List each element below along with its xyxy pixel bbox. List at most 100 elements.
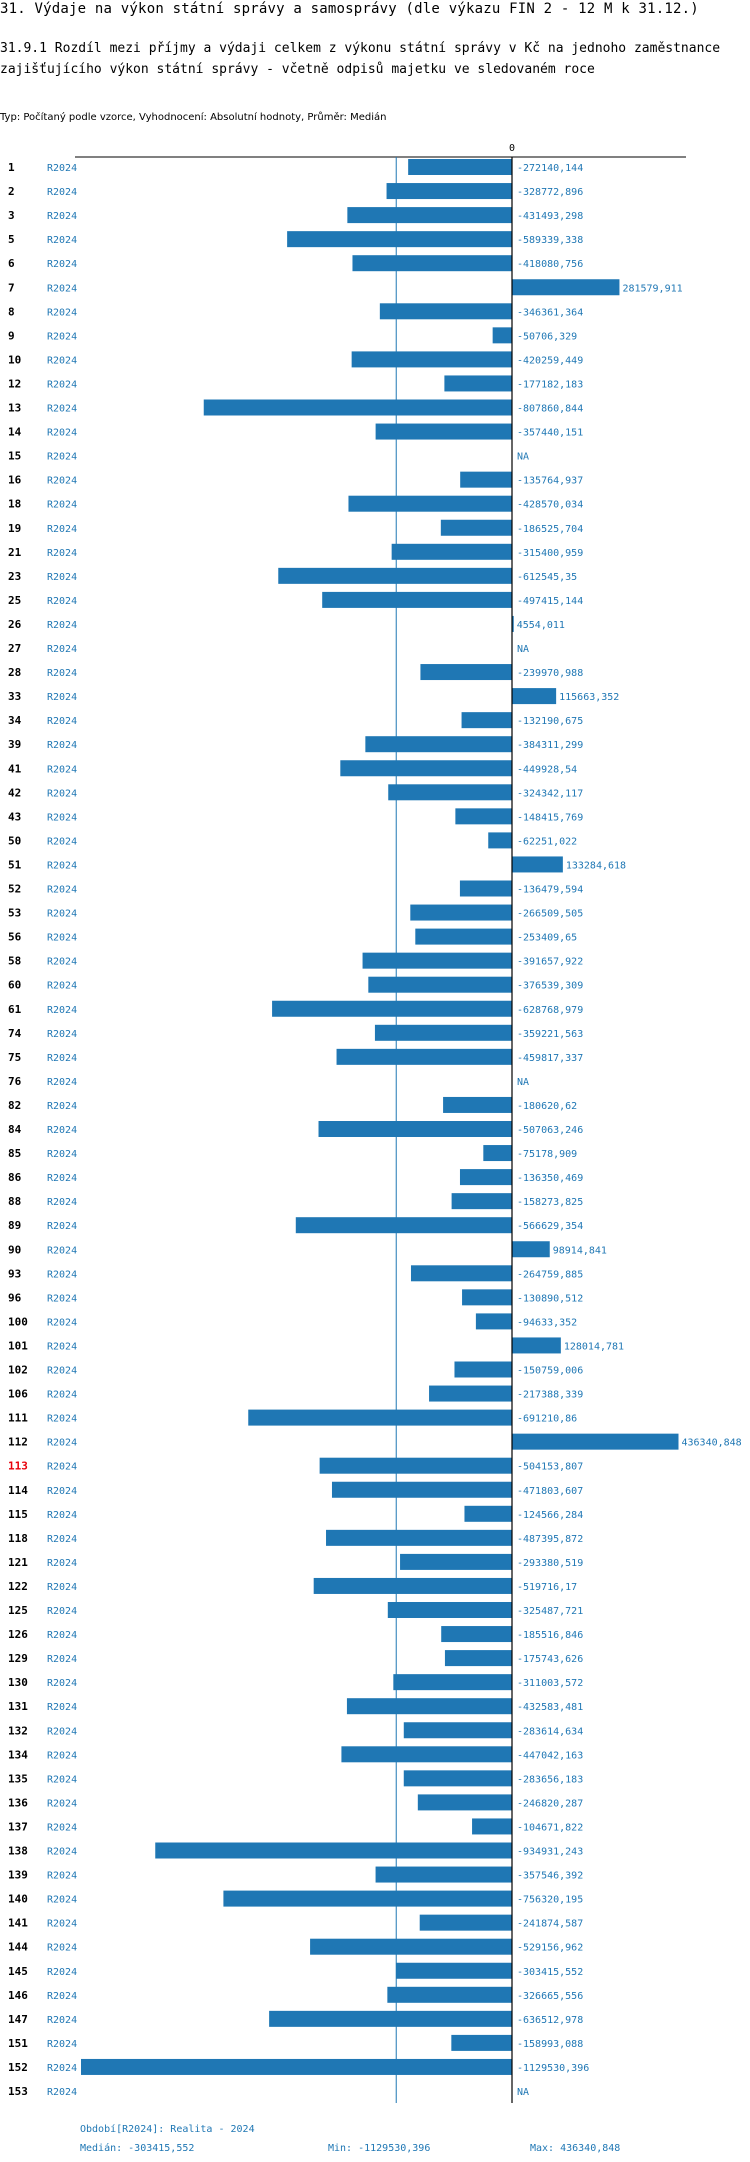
period-label: R2024 [47, 1053, 77, 1064]
bar [443, 1096, 512, 1113]
value-label: -180620,62 [517, 1101, 577, 1112]
row-label: 1 [8, 161, 15, 174]
row-label: 134 [8, 1748, 28, 1761]
row-label: 13 [8, 402, 21, 415]
value-label: -311003,572 [517, 1678, 583, 1689]
value-label: -428570,034 [517, 500, 583, 511]
period-label: R2024 [47, 957, 77, 968]
value-label: -391657,922 [517, 957, 583, 968]
period-label: R2024 [47, 548, 77, 559]
value-label: -283614,634 [517, 1726, 583, 1737]
value-label: -431493,298 [517, 211, 583, 222]
value-label: 98914,841 [553, 1245, 607, 1256]
row-label: 126 [8, 1628, 28, 1641]
value-label: -175743,626 [517, 1654, 583, 1665]
period-label: R2024 [47, 2063, 77, 2074]
period-label: R2024 [47, 428, 77, 439]
period-label: R2024 [47, 981, 77, 992]
value-label: -589339,338 [517, 235, 583, 246]
bar [287, 231, 512, 248]
bar [464, 1505, 512, 1522]
bar [483, 1145, 512, 1162]
bar [313, 1577, 512, 1594]
period-label: R2024 [47, 1630, 77, 1641]
value-label: -185516,846 [517, 1630, 583, 1641]
period-label: R2024 [47, 1822, 77, 1833]
period-label: R2024 [47, 1726, 77, 1737]
row-label: 41 [8, 762, 22, 775]
bar [387, 1986, 512, 2003]
period-label: R2024 [47, 1438, 77, 1449]
row-label: 141 [8, 1917, 28, 1930]
value-label: -357440,151 [517, 428, 583, 439]
value-label: -566629,354 [517, 1221, 583, 1232]
row-label: 86 [8, 1171, 22, 1184]
row-label: 75 [8, 1051, 21, 1064]
row-label: 122 [8, 1580, 28, 1593]
bar [248, 1409, 512, 1426]
bar [365, 736, 512, 753]
value-label: -135764,937 [517, 476, 583, 487]
value-label: 281579,911 [622, 283, 682, 294]
period-label: R2024 [47, 404, 77, 415]
row-label: 153 [8, 2085, 28, 2098]
bar [459, 1169, 512, 1186]
bar [318, 1121, 512, 1137]
bar [444, 375, 512, 392]
period-label: R2024 [47, 307, 77, 318]
value-label: -376539,309 [517, 981, 583, 992]
period-label: R2024 [47, 1678, 77, 1689]
value-label: -150759,006 [517, 1366, 583, 1377]
value-label: -628768,979 [517, 1005, 583, 1016]
value-label: -104671,822 [517, 1822, 583, 1833]
row-label: 136 [8, 1796, 28, 1809]
period-label: R2024 [47, 163, 77, 174]
period-label: R2024 [47, 764, 77, 775]
bar [341, 1746, 512, 1763]
period-label: R2024 [47, 860, 77, 871]
row-label: 23 [8, 570, 21, 583]
period-label: R2024 [47, 933, 77, 944]
bar [336, 1048, 512, 1065]
row-label: 137 [8, 1820, 28, 1833]
bar [400, 1553, 512, 1570]
value-label: -519716,17 [517, 1582, 577, 1593]
period-label: R2024 [47, 1798, 77, 1809]
value-label: 115663,352 [559, 692, 619, 703]
period-label: R2024 [47, 452, 77, 463]
row-label: 9 [8, 329, 15, 342]
value-label: -471803,607 [517, 1486, 583, 1497]
period-label: R2024 [47, 1149, 77, 1160]
value-label: -136350,469 [517, 1173, 583, 1184]
period-label: R2024 [47, 1534, 77, 1545]
row-label: 26 [8, 618, 22, 631]
row-label: 88 [8, 1195, 21, 1208]
bar [410, 1265, 512, 1282]
period-label: R2024 [47, 2015, 77, 2026]
period-label: R2024 [47, 1486, 77, 1497]
bar [455, 808, 512, 825]
period-label: R2024 [47, 1871, 77, 1882]
row-label: 138 [8, 1845, 28, 1858]
period-label: R2024 [47, 644, 77, 655]
bar [461, 712, 512, 729]
period-label: R2024 [47, 1654, 77, 1665]
row-label: 58 [8, 955, 21, 968]
row-label: 25 [8, 594, 21, 607]
bar [512, 1433, 679, 1450]
row-label: 76 [8, 1075, 22, 1088]
period-label: R2024 [47, 211, 77, 222]
period-label: R2024 [47, 1750, 77, 1761]
row-label: 8 [8, 305, 15, 318]
value-label: -529156,962 [517, 1943, 583, 1954]
value-label: -418080,756 [517, 259, 583, 270]
value-label: -303415,552 [517, 1967, 583, 1978]
value-label: -241874,587 [517, 1919, 583, 1930]
period-label: R2024 [47, 1317, 77, 1328]
row-label: 101 [8, 1339, 28, 1352]
bar [512, 1241, 550, 1258]
period-label: R2024 [47, 788, 77, 799]
value-label: -217388,339 [517, 1390, 583, 1401]
type-info: Typ: Počítaný podle vzorce, Vyhodnocení:… [0, 112, 387, 123]
bar [512, 279, 620, 296]
